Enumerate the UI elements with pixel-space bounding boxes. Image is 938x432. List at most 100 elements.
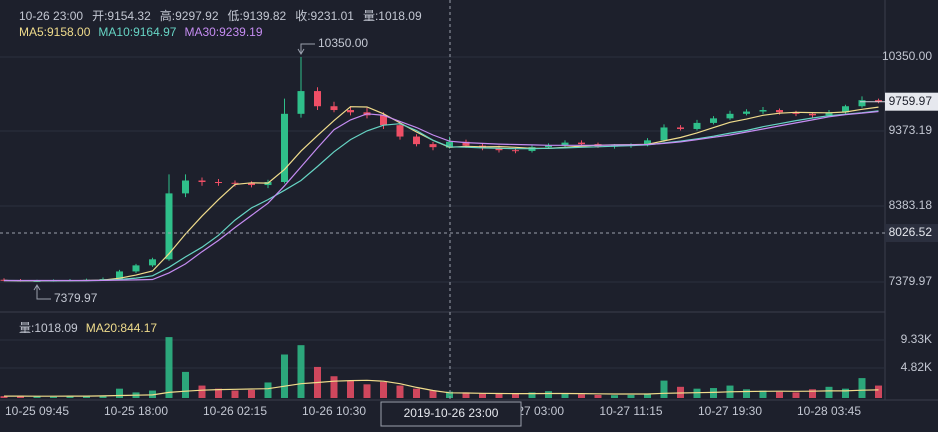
info-item: 低:9139.82 bbox=[228, 9, 287, 23]
x-tick-label: 10-25 09:45 bbox=[5, 404, 69, 418]
volume-bar bbox=[611, 395, 618, 398]
volume-bar bbox=[347, 380, 354, 398]
volume-bar bbox=[759, 390, 767, 398]
candle-body bbox=[545, 145, 552, 148]
crosshair-time: 2019-10-26 23:00 bbox=[404, 406, 499, 420]
y-tick-label: 9.33K bbox=[901, 332, 932, 346]
info-item: 开:9154.32 bbox=[92, 9, 151, 23]
volume-bar bbox=[825, 386, 833, 398]
annotation-leader bbox=[36, 285, 51, 300]
volume-bar bbox=[743, 389, 750, 398]
volume-bar bbox=[512, 393, 519, 398]
volume-bar bbox=[627, 394, 635, 398]
candle-body bbox=[660, 127, 668, 141]
candle-body bbox=[297, 91, 305, 114]
volume-bar bbox=[182, 371, 189, 398]
x-tick-label: 10-25 18:00 bbox=[104, 404, 168, 418]
volume-bar bbox=[875, 385, 882, 398]
y-tick-label: 9373.19 bbox=[889, 123, 933, 137]
ma-line bbox=[3, 110, 879, 282]
volume-bar bbox=[363, 384, 371, 398]
legend-entry: MA10:9164.97 bbox=[98, 25, 176, 39]
info-bar: 10-26 23:00 开:9154.32 高:9297.92 低:9139.82 收:… bbox=[19, 8, 422, 23]
volume-bar bbox=[281, 354, 288, 398]
y-tick-label: 4.82K bbox=[901, 360, 932, 374]
ma-line bbox=[4, 110, 879, 282]
candle-body bbox=[149, 259, 156, 266]
x-tick-label: 10-27 11:15 bbox=[599, 404, 662, 418]
crosshair-time-box bbox=[380, 401, 522, 427]
candle-body bbox=[726, 113, 734, 119]
volume-bar bbox=[264, 382, 272, 398]
candle-body bbox=[776, 110, 783, 113]
volume-bar bbox=[594, 394, 602, 398]
volume-bar bbox=[215, 388, 222, 398]
candle-body bbox=[809, 113, 816, 116]
candle-body bbox=[677, 127, 684, 129]
volume-bar bbox=[495, 393, 503, 398]
ma-legend: MA5:9158.00 MA10:9164.97 MA30:9239.19 bbox=[19, 25, 263, 39]
last-price-box bbox=[885, 92, 938, 111]
volume-bar bbox=[248, 389, 255, 398]
volume-bar bbox=[561, 393, 569, 398]
volume-bar bbox=[842, 388, 849, 398]
last-price: 9759.97 bbox=[889, 94, 933, 108]
candle-body bbox=[858, 100, 866, 107]
volume-bar bbox=[297, 345, 305, 398]
volume-bar bbox=[198, 385, 206, 398]
volume-legend: 量:1018.09 MA20:844.17 bbox=[19, 321, 157, 335]
y-tick-label: 8383.18 bbox=[889, 198, 933, 212]
volume-bar bbox=[809, 389, 816, 398]
annotation-text: 10350.00 bbox=[318, 36, 368, 50]
volume-bar bbox=[710, 388, 717, 398]
plot: 10350.00 7379.97 bbox=[0, 0, 885, 400]
info-item: 量:1018.09 bbox=[363, 9, 422, 23]
x-tick-label: 10-26 10:30 bbox=[302, 404, 366, 418]
volume-bar bbox=[413, 388, 420, 398]
volume-bar bbox=[83, 395, 90, 398]
candle-body bbox=[561, 142, 569, 146]
volume-bar bbox=[429, 390, 437, 398]
volume-bar bbox=[792, 392, 800, 398]
legend-entry: MA5:9158.00 bbox=[19, 25, 91, 39]
volume-bar bbox=[660, 380, 668, 398]
volume-bar bbox=[528, 392, 536, 398]
candle-body bbox=[875, 100, 882, 102]
volume-bar bbox=[380, 381, 387, 398]
volume-bar bbox=[66, 396, 74, 398]
candle-body bbox=[380, 115, 387, 126]
candle-body bbox=[281, 113, 288, 183]
volume-bar bbox=[165, 337, 173, 398]
candle-body bbox=[198, 180, 206, 183]
volume-bar bbox=[231, 390, 239, 398]
legend-entry: 量:1018.09 bbox=[19, 321, 78, 335]
candle-body bbox=[792, 112, 800, 114]
candle-body bbox=[182, 180, 189, 194]
volume-bar bbox=[578, 394, 585, 398]
volume-bar bbox=[446, 391, 453, 398]
candle-body bbox=[842, 106, 849, 113]
info-item: 高:9297.92 bbox=[160, 8, 219, 23]
volume-bar bbox=[545, 391, 552, 398]
volume-bar bbox=[693, 388, 701, 398]
annotation-arrow bbox=[297, 48, 305, 55]
legend-entry: MA20:844.17 bbox=[86, 321, 158, 335]
candle-body bbox=[330, 106, 338, 111]
volume-bar bbox=[99, 395, 107, 398]
x-tick-label: 10-28 03:45 bbox=[797, 404, 861, 418]
volume-bar bbox=[50, 396, 57, 398]
volume-bar bbox=[116, 388, 123, 398]
y-tick-label: 7379.97 bbox=[889, 274, 933, 288]
candle-body bbox=[429, 144, 437, 148]
candle-body bbox=[644, 140, 651, 145]
candle-body bbox=[314, 91, 321, 107]
candle-body bbox=[231, 182, 239, 184]
candle-body bbox=[396, 125, 404, 137]
candle-body bbox=[165, 193, 173, 260]
volume-bar bbox=[858, 378, 866, 398]
candle-body bbox=[132, 265, 140, 272]
annotation-arrow bbox=[33, 284, 41, 291]
volume-bar bbox=[330, 376, 338, 398]
volume-bar bbox=[479, 393, 486, 398]
volume-ma-line bbox=[4, 379, 879, 397]
